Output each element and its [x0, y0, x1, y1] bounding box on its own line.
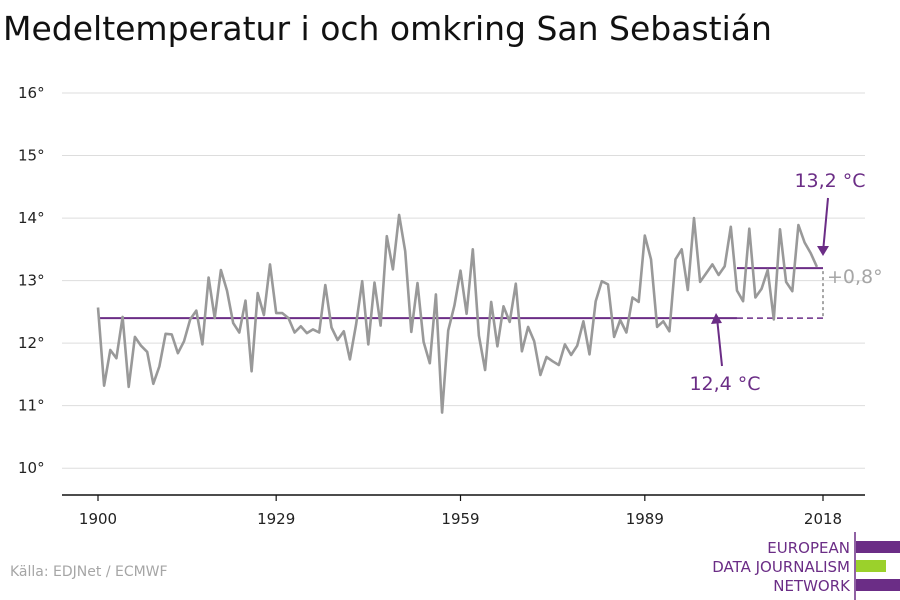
difference-label: +0,8°: [827, 266, 883, 288]
base-mean-arrow: [716, 317, 723, 367]
recent-mean-label: 13,2 °C: [794, 170, 865, 192]
y-tick-label: 16°: [18, 84, 45, 102]
y-tick-label: 13°: [18, 272, 45, 290]
y-tick-label: 15°: [18, 147, 45, 165]
logo-line-1: EUROPEAN: [767, 539, 850, 557]
recent-mean-arrowhead: [817, 246, 829, 256]
y-tick-label: 12°: [18, 334, 45, 352]
x-tick-label: 1959: [441, 510, 479, 528]
logo-line-3: NETWORK: [773, 577, 851, 595]
x-tick-label: 1929: [257, 510, 295, 528]
y-tick-label: 14°: [18, 209, 45, 227]
base-mean-arrowhead: [711, 313, 722, 324]
y-tick-label: 11°: [18, 397, 45, 415]
grid: [62, 92, 865, 469]
logo-bar-purple-top: [856, 541, 900, 553]
logo-line-2: DATA JOURNALISM: [712, 558, 850, 576]
logo-bar-purple-bottom: [856, 579, 900, 591]
y-tick-label: 10°: [18, 459, 45, 477]
edjnet-logo: EUROPEAN DATA JOURNALISM NETWORK: [712, 532, 900, 600]
temperature-series-line: [96, 213, 819, 414]
y-axis-ticks: 10° 11° 12° 13° 14° 15° 16°: [18, 84, 45, 477]
x-tick-label: 1900: [79, 510, 117, 528]
x-tick-label: 2018: [804, 510, 842, 528]
chart-title: Medeltemperatur i och omkring San Sebast…: [3, 9, 772, 48]
source-text: Källa: EDJNet / ECMWF: [10, 564, 168, 580]
base-mean-label: 12,4 °C: [689, 373, 760, 395]
x-axis-ticks: 1900 1929 1959 1989 2018: [79, 495, 842, 528]
x-tick-label: 1989: [626, 510, 664, 528]
logo-bar-green: [856, 560, 886, 572]
recent-mean-arrow: [822, 197, 829, 253]
